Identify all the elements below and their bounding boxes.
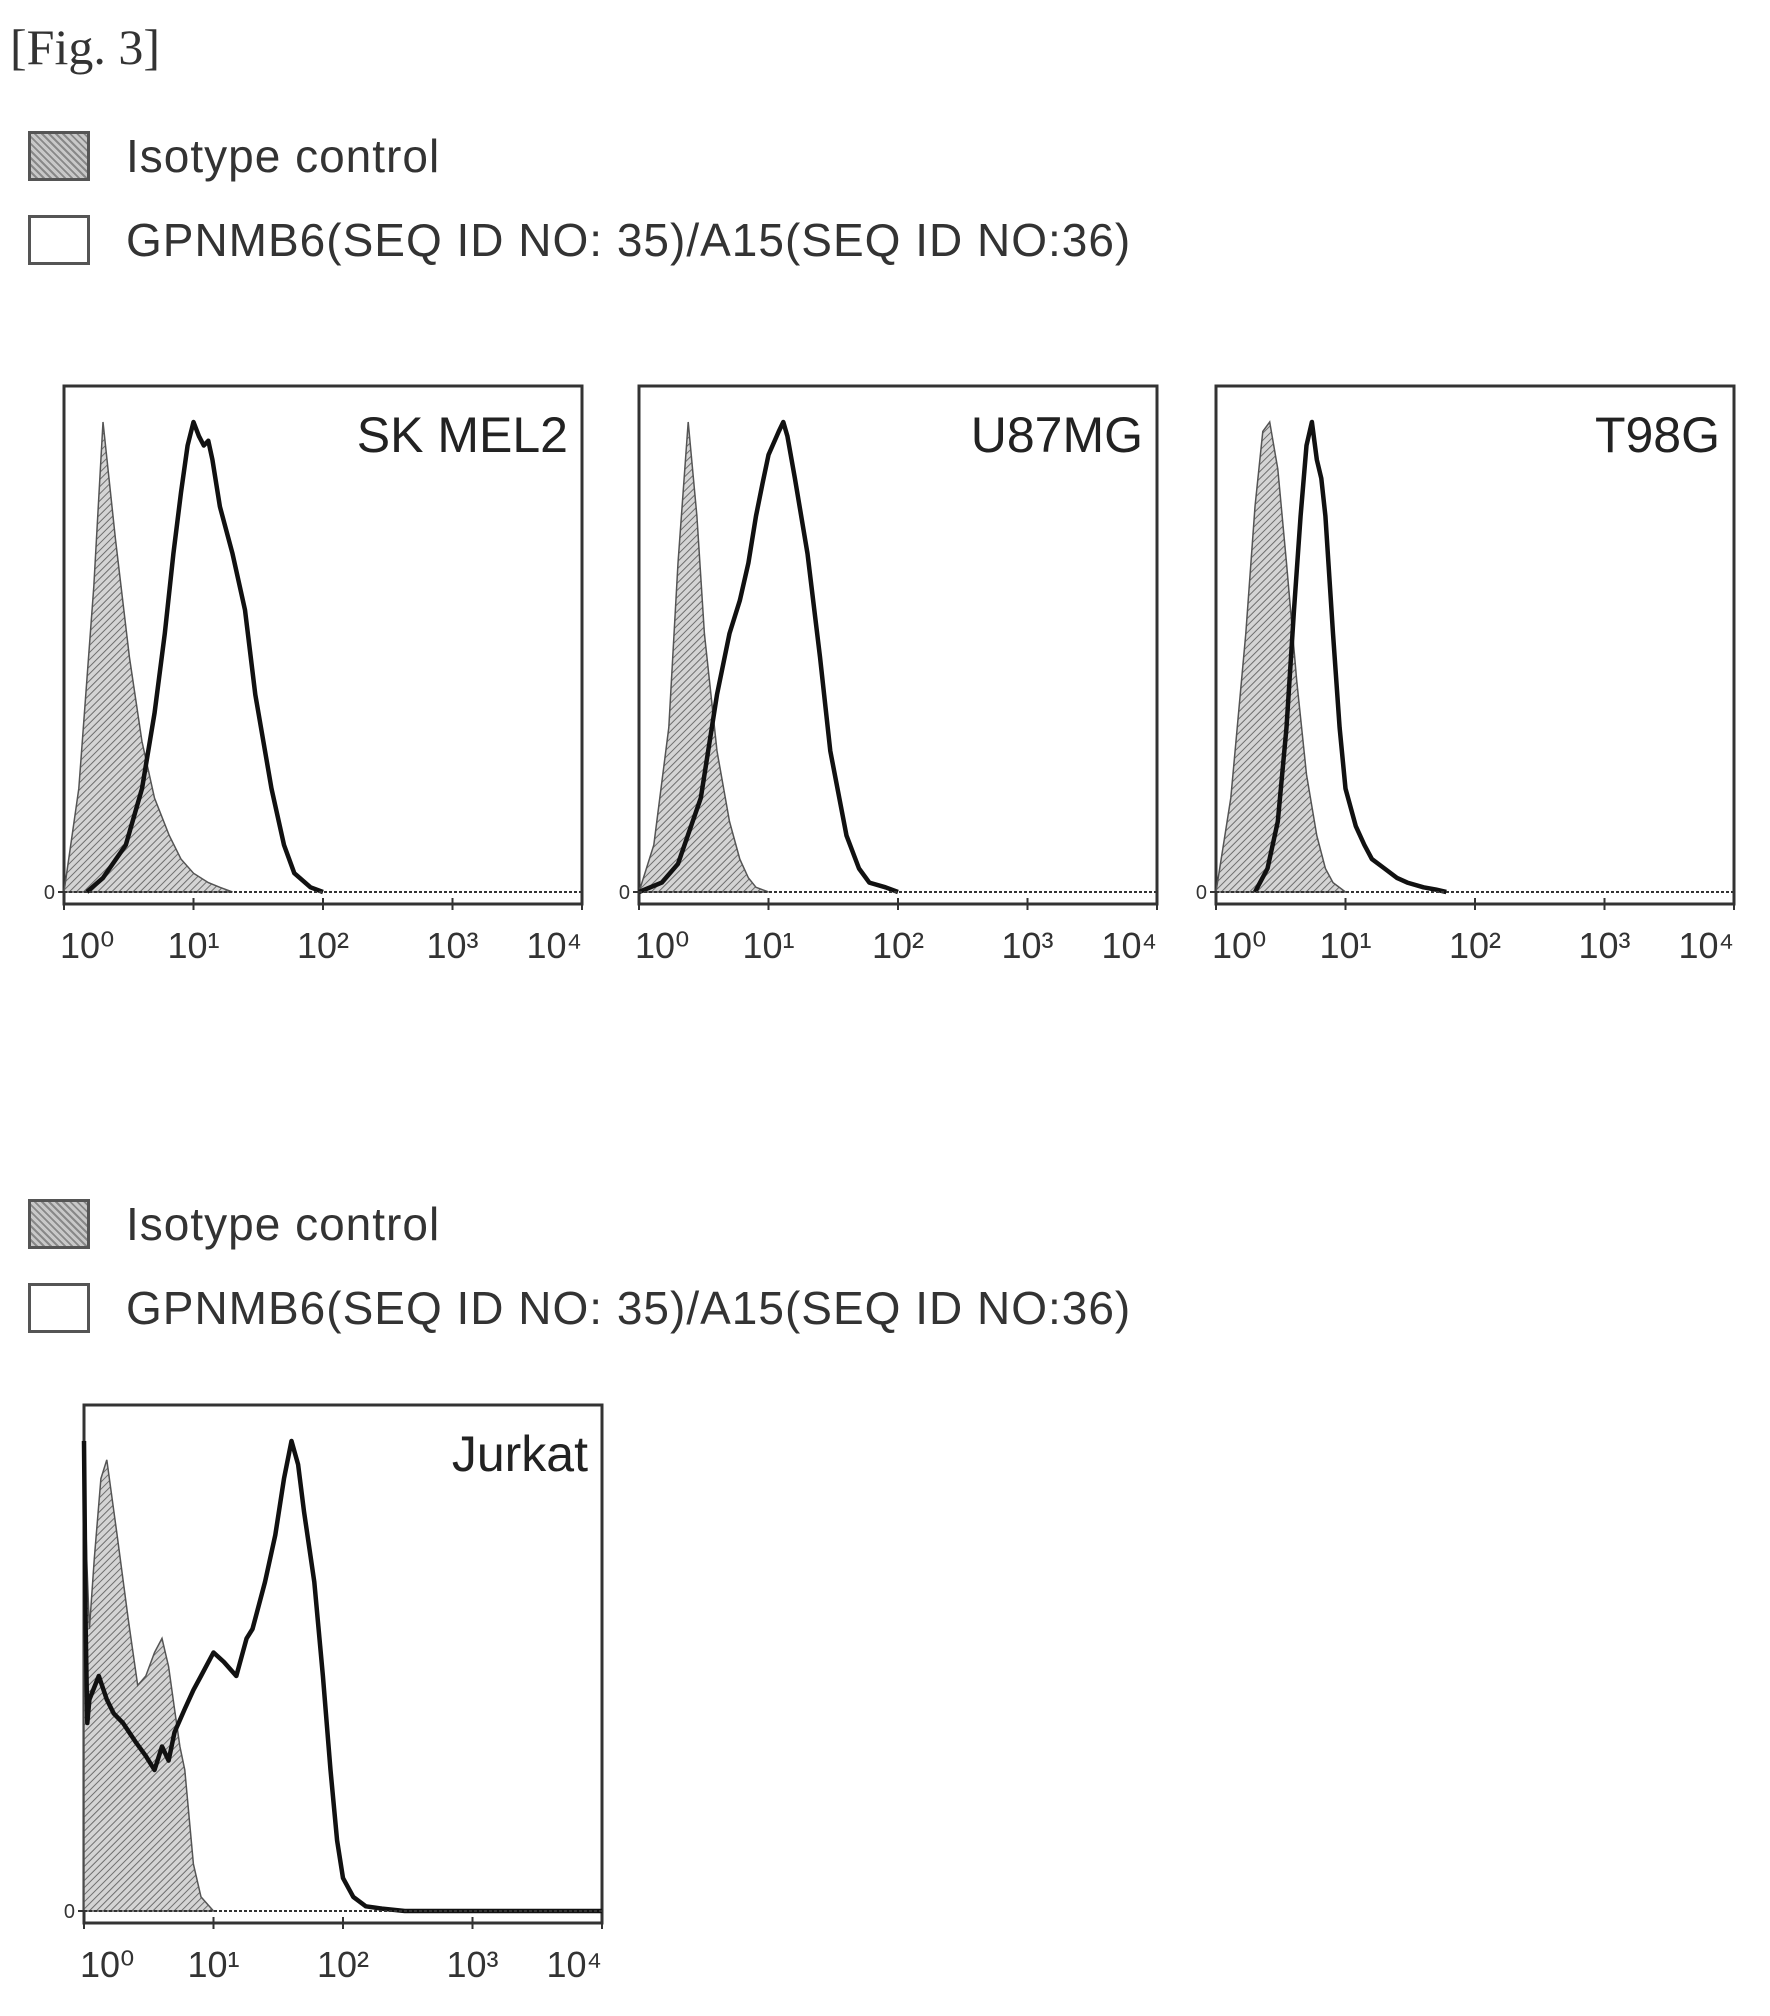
x-tick-label: 10³ bbox=[1001, 925, 1053, 966]
x-tick-label: 10² bbox=[872, 925, 924, 966]
legend-item-antibody: GPNMB6(SEQ ID NO: 35)/A15(SEQ ID NO:36) bbox=[28, 1266, 1131, 1350]
antibody-histogram-line bbox=[81, 1438, 602, 1914]
x-tick-label: 10¹ bbox=[187, 1944, 239, 1985]
isotype-control-area bbox=[83, 1440, 216, 1912]
x-tick-label: 10⁰ bbox=[60, 925, 114, 966]
legend-bottom: Isotype control GPNMB6(SEQ ID NO: 35)/A1… bbox=[28, 1182, 1131, 1350]
isotype-control-area bbox=[63, 421, 233, 893]
x-tick-label: 10⁰ bbox=[80, 1944, 134, 1985]
legend-item-antibody: GPNMB6(SEQ ID NO: 35)/A15(SEQ ID NO:36) bbox=[28, 198, 1131, 282]
x-tick-label: 10¹ bbox=[742, 925, 794, 966]
x-tick-label: 10⁴ bbox=[1678, 925, 1734, 966]
histogram-panel-sk-mel2: SK MEL2 0 10⁰ 10¹ 10² 10³ 10⁴ bbox=[40, 376, 595, 1016]
legend-top: Isotype control GPNMB6(SEQ ID NO: 35)/A1… bbox=[28, 114, 1131, 282]
isotype-control-area bbox=[1215, 420, 1348, 893]
histogram-panel-t98g: T98G 0 10⁰ 10¹ 10² 10³ 10⁴ bbox=[1192, 376, 1747, 1016]
legend-label: GPNMB6(SEQ ID NO: 35)/A15(SEQ ID NO:36) bbox=[126, 1282, 1132, 1334]
antibody-histogram-line bbox=[85, 419, 324, 895]
y-tick-label: 0 bbox=[1196, 882, 1207, 904]
x-tick-label: 10⁰ bbox=[1212, 925, 1266, 966]
legend-item-isotype: Isotype control bbox=[28, 114, 1131, 198]
antibody-histogram-line bbox=[1253, 419, 1447, 895]
x-tick-label: 10² bbox=[297, 925, 349, 966]
x-tick-label: 10⁴ bbox=[546, 1944, 602, 1985]
open-swatch-icon bbox=[28, 215, 90, 265]
panel-title: U87MG bbox=[971, 407, 1143, 463]
x-tick-label: 10² bbox=[317, 1944, 369, 1985]
panel-title: Jurkat bbox=[452, 1426, 588, 1482]
legend-label: Isotype control bbox=[126, 1198, 441, 1250]
x-tick-label: 10³ bbox=[426, 925, 478, 966]
x-tick-label: 10⁴ bbox=[526, 925, 582, 966]
panel-title: T98G bbox=[1595, 407, 1720, 463]
x-tick-label: 10³ bbox=[446, 1944, 498, 1985]
x-tick-label: 10¹ bbox=[1319, 925, 1371, 966]
figure-label: [Fig. 3] bbox=[10, 19, 160, 75]
legend-item-isotype: Isotype control bbox=[28, 1182, 1131, 1266]
histogram-panel-jurkat: Jurkat 0 10⁰ 10¹ 10² 10³ 10⁴ bbox=[60, 1395, 615, 2016]
y-tick-label: 0 bbox=[64, 1901, 75, 1923]
hatched-swatch-icon bbox=[28, 131, 90, 181]
legend-label: Isotype control bbox=[126, 130, 441, 182]
histogram-panel-u87mg: U87MG 0 10⁰ 10¹ 10² 10³ 10⁴ bbox=[615, 376, 1170, 1016]
hatched-swatch-icon bbox=[28, 1199, 90, 1249]
antibody-histogram-line bbox=[638, 419, 899, 895]
x-tick-label: 10⁰ bbox=[635, 925, 689, 966]
open-swatch-icon bbox=[28, 1283, 90, 1333]
y-tick-label: 0 bbox=[44, 882, 55, 904]
x-tick-label: 10² bbox=[1449, 925, 1501, 966]
panel-title: SK MEL2 bbox=[357, 407, 568, 463]
isotype-control-area bbox=[637, 421, 769, 893]
legend-label: GPNMB6(SEQ ID NO: 35)/A15(SEQ ID NO:36) bbox=[126, 214, 1132, 266]
x-tick-label: 10³ bbox=[1578, 925, 1630, 966]
y-tick-label: 0 bbox=[619, 882, 630, 904]
x-tick-label: 10⁴ bbox=[1101, 925, 1157, 966]
x-tick-label: 10¹ bbox=[167, 925, 219, 966]
